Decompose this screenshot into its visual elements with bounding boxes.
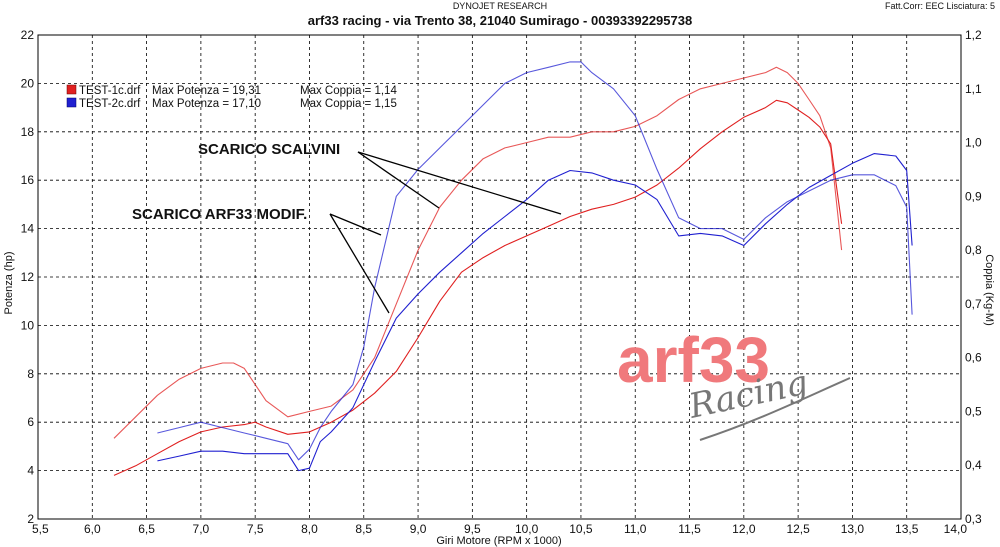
y2-axis-label: Coppia (Kg-M) (983, 254, 995, 326)
y-tick-label: 4 (27, 464, 34, 478)
y2-tick-label: 1,1 (965, 82, 982, 96)
legend-file-2: TEST-2c.drf (79, 98, 141, 110)
x-tick-label: 13,0 (841, 522, 865, 536)
series-group (113, 61, 913, 476)
y2-tick-label: 1,2 (965, 28, 982, 42)
legend-potenza-1: Max Potenza = 19,31 (152, 85, 261, 97)
annotation-arrows (329, 151, 562, 314)
y2-tick-label: 0,5 (965, 404, 982, 418)
annotation-arf33: SCARICO ARF33 MODIF. (132, 206, 307, 223)
header-center: DYNOJET RESEARCH (453, 1, 547, 11)
arrow-arf33-1 (329, 213, 382, 236)
x-tick-label: 6,5 (138, 522, 155, 536)
legend-coppia-1: Max Coppia = 1,14 (300, 85, 397, 97)
watermark-logo: arf33 (617, 324, 770, 396)
y2-tick-label: 0,3 (965, 512, 982, 526)
y-tick-label: 12 (21, 270, 35, 284)
y-tick-label: 16 (21, 173, 35, 187)
grid (38, 35, 961, 519)
y2-tick-label: 0,9 (965, 189, 982, 203)
annotation-scalvini: SCARICO SCALVINI (198, 141, 340, 158)
x-axis-label: Giri Motore (RPM x 1000) (436, 535, 561, 547)
legend-swatch-blue (66, 97, 77, 108)
x-tick-label: 12,5 (786, 522, 810, 536)
y-tick-label: 10 (21, 318, 35, 332)
series-line-3-coppia (157, 61, 913, 461)
y2-tick-label: 0,4 (965, 458, 982, 472)
y-tick-label: 20 (21, 76, 35, 90)
y2-tick-labels: 0,3 0,4 0,5 0,6 0,7 0,8 0,9 1,0 1,1 1,2 (965, 28, 982, 526)
x-tick-label: 9,0 (410, 522, 427, 536)
chart-title: arf33 racing - via Trento 38, 21040 Sumi… (308, 13, 692, 28)
arrow-scalvini-2 (357, 151, 562, 215)
x-tick-label: 12,0 (732, 522, 756, 536)
legend-potenza-2: Max Potenza = 17,10 (152, 98, 261, 110)
y2-tick-label: 0,7 (965, 297, 982, 311)
series-line-2-coppia (113, 66, 843, 439)
x-tick-label: 7,5 (247, 522, 264, 536)
y-axis-label: Potenza (hp) (3, 252, 15, 315)
x-tick-label: 7,0 (193, 522, 210, 536)
y-tick-label: 8 (27, 367, 34, 381)
x-tick-label: 13,5 (895, 522, 919, 536)
x-tick-label: 11,5 (678, 522, 701, 536)
x-tick-label: 9,5 (464, 522, 481, 536)
x-tick-label: 5,5 (32, 522, 49, 536)
x-tick-label: 8,0 (301, 522, 318, 536)
y-tick-label: 18 (21, 125, 35, 139)
legend-file-1: TEST-1c.drf (79, 85, 141, 97)
y2-tick-label: 0,8 (965, 243, 982, 257)
arrow-arf33-2 (329, 213, 390, 314)
x-tick-label: 10,5 (569, 522, 593, 536)
legend-coppia-2: Max Coppia = 1,15 (300, 98, 397, 110)
series-line-0-potenza (113, 99, 843, 476)
x-tick-label: 14,0 (944, 522, 968, 536)
y-tick-label: 2 (27, 512, 34, 526)
arrow-scalvini-1 (357, 151, 440, 209)
y2-tick-label: 0,6 (965, 351, 982, 365)
x-tick-label: 10,0 (515, 522, 539, 536)
y-tick-labels: 2 4 6 8 10 12 14 16 18 20 22 (21, 28, 35, 526)
y-tick-label: 6 (27, 415, 34, 429)
header-right: Fatt.Corr: EEC Lisciatura: 5 (885, 1, 995, 11)
series-line-1-potenza (157, 153, 913, 472)
y-tick-label: 14 (21, 222, 35, 236)
legend-swatch-red (66, 84, 77, 95)
x-tick-labels: 5,5 6,0 6,5 7,0 7,5 8,0 8,5 9,0 9,5 10,0 10,5 11,0 1… (32, 522, 967, 536)
legend: TEST-1c.drf Max Potenza = 19,31 Max Copp… (66, 84, 397, 110)
x-tick-label: 11,0 (624, 522, 647, 536)
y2-tick-label: 1,0 (965, 136, 982, 150)
x-tick-label: 6,0 (84, 522, 101, 536)
watermark-swoosh (699, 377, 851, 441)
x-tick-label: 8,5 (355, 522, 372, 536)
y-tick-label: 22 (21, 28, 35, 42)
